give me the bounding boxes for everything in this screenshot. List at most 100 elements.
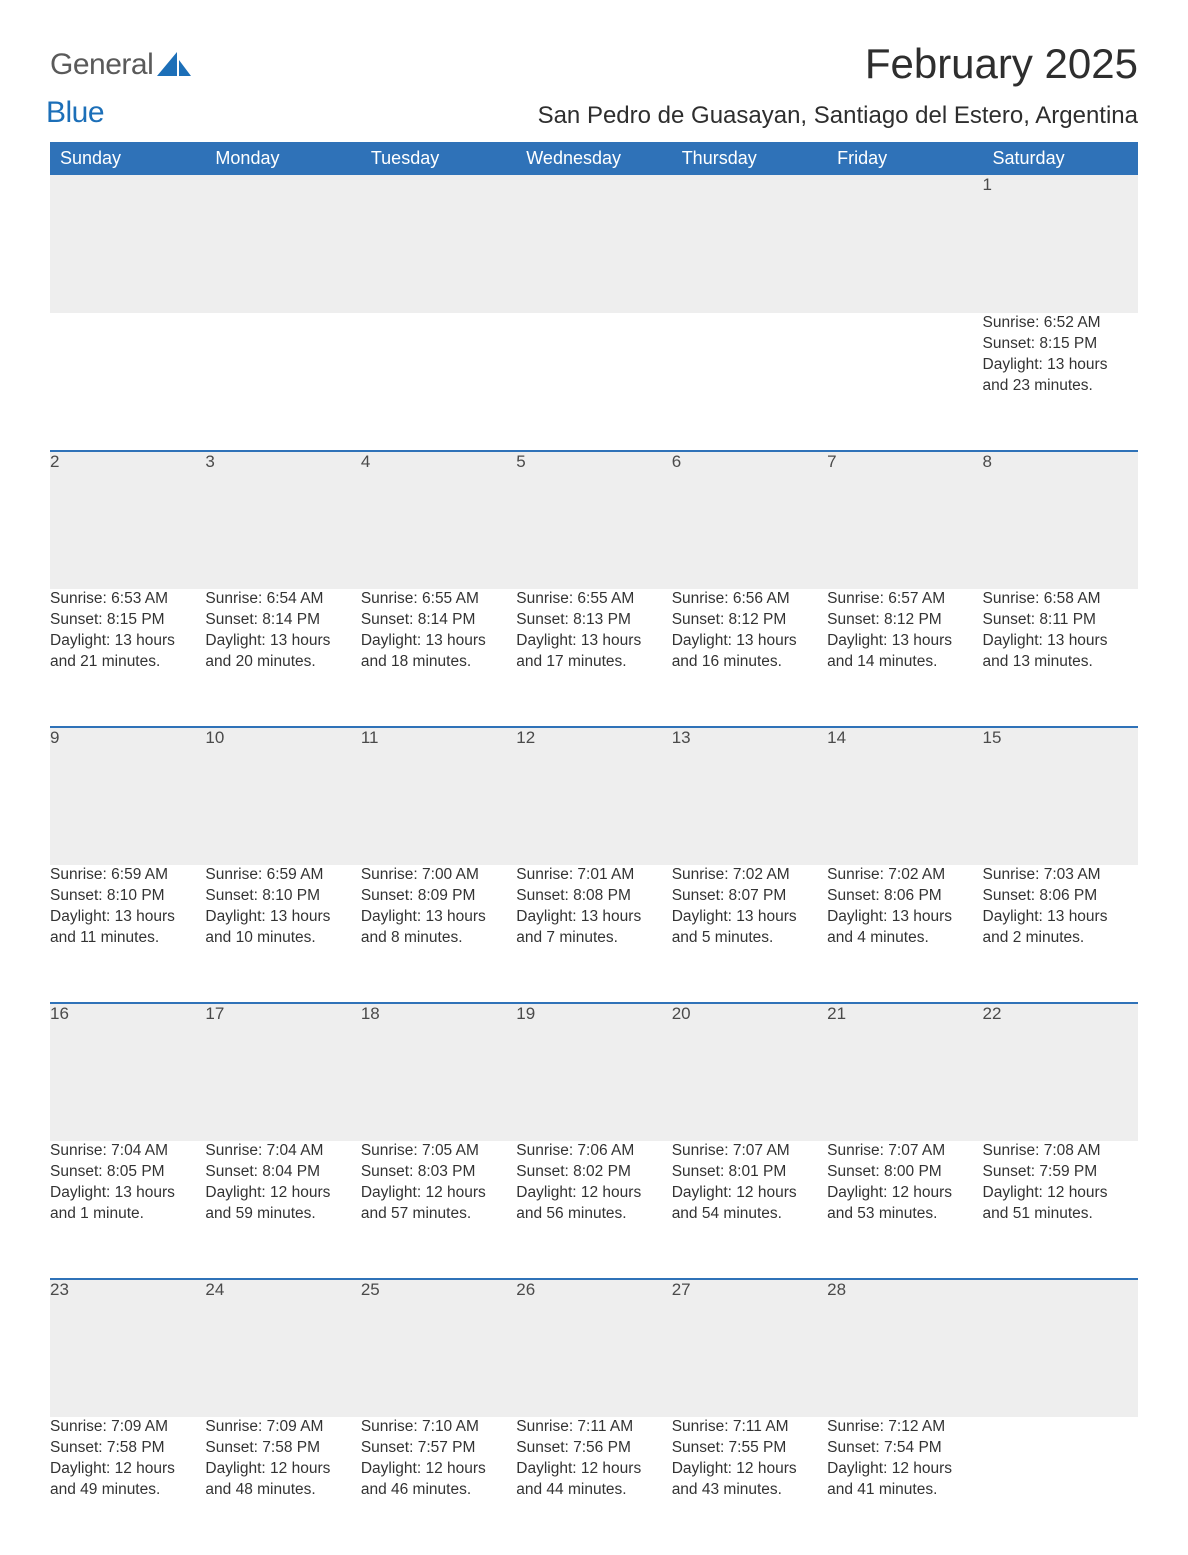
logo-text-general: General: [50, 48, 153, 81]
day-number-cell: 18: [361, 1003, 516, 1141]
day-daylight2: and 14 minutes.: [827, 652, 982, 673]
daycontent-row: Sunrise: 6:53 AMSunset: 8:15 PMDaylight:…: [50, 589, 1138, 727]
day-content-cell: Sunrise: 7:12 AMSunset: 7:54 PMDaylight:…: [827, 1417, 982, 1555]
day-daylight1: Daylight: 13 hours: [361, 907, 516, 928]
col-monday: Monday: [205, 142, 360, 175]
day-content-cell: Sunrise: 7:01 AMSunset: 8:08 PMDaylight:…: [516, 865, 671, 1003]
day-sunset: Sunset: 8:10 PM: [205, 886, 360, 907]
day-sunset: Sunset: 8:02 PM: [516, 1162, 671, 1183]
day-number-cell: 28: [827, 1279, 982, 1417]
day-daylight1: Daylight: 13 hours: [205, 631, 360, 652]
day-content-cell: [672, 313, 827, 451]
day-number-cell: [516, 175, 671, 313]
day-sunrise: Sunrise: 7:06 AM: [516, 1141, 671, 1162]
day-content-cell: Sunrise: 6:58 AMSunset: 8:11 PMDaylight:…: [983, 589, 1138, 727]
day-sunset: Sunset: 7:57 PM: [361, 1438, 516, 1459]
day-sunset: Sunset: 8:08 PM: [516, 886, 671, 907]
day-sunset: Sunset: 8:04 PM: [205, 1162, 360, 1183]
day-daylight1: Daylight: 13 hours: [516, 907, 671, 928]
day-content-cell: [205, 313, 360, 451]
day-content-cell: Sunrise: 7:07 AMSunset: 8:01 PMDaylight:…: [672, 1141, 827, 1279]
day-daylight1: Daylight: 13 hours: [827, 907, 982, 928]
day-number-cell: 10: [205, 727, 360, 865]
day-daylight2: and 18 minutes.: [361, 652, 516, 673]
day-content-cell: Sunrise: 7:04 AMSunset: 8:04 PMDaylight:…: [205, 1141, 360, 1279]
day-sunrise: Sunrise: 6:57 AM: [827, 589, 982, 610]
day-sunrise: Sunrise: 7:11 AM: [672, 1417, 827, 1438]
day-daylight1: Daylight: 13 hours: [827, 631, 982, 652]
day-daylight2: and 5 minutes.: [672, 928, 827, 949]
day-daylight1: Daylight: 12 hours: [205, 1183, 360, 1204]
day-number-cell: 9: [50, 727, 205, 865]
day-number-cell: [361, 175, 516, 313]
day-daylight1: Daylight: 13 hours: [516, 631, 671, 652]
day-sunset: Sunset: 8:01 PM: [672, 1162, 827, 1183]
day-number-cell: 13: [672, 727, 827, 865]
day-daylight2: and 43 minutes.: [672, 1480, 827, 1501]
day-content-cell: Sunrise: 7:00 AMSunset: 8:09 PMDaylight:…: [361, 865, 516, 1003]
daynum-row: 232425262728: [50, 1279, 1138, 1417]
day-daylight2: and 7 minutes.: [516, 928, 671, 949]
daynum-row: 1: [50, 175, 1138, 313]
day-content-cell: [983, 1417, 1138, 1555]
day-daylight2: and 17 minutes.: [516, 652, 671, 673]
day-sunrise: Sunrise: 6:54 AM: [205, 589, 360, 610]
day-content-cell: Sunrise: 6:59 AMSunset: 8:10 PMDaylight:…: [50, 865, 205, 1003]
day-sunset: Sunset: 8:03 PM: [361, 1162, 516, 1183]
day-content-cell: Sunrise: 6:57 AMSunset: 8:12 PMDaylight:…: [827, 589, 982, 727]
day-number-cell: 27: [672, 1279, 827, 1417]
day-daylight2: and 20 minutes.: [205, 652, 360, 673]
calendar-table: Sunday Monday Tuesday Wednesday Thursday…: [50, 142, 1138, 1555]
day-daylight1: Daylight: 12 hours: [827, 1183, 982, 1204]
day-daylight2: and 44 minutes.: [516, 1480, 671, 1501]
day-sunrise: Sunrise: 7:04 AM: [50, 1141, 205, 1162]
day-sunrise: Sunrise: 7:01 AM: [516, 865, 671, 886]
day-content-cell: Sunrise: 7:06 AMSunset: 8:02 PMDaylight:…: [516, 1141, 671, 1279]
day-daylight2: and 23 minutes.: [983, 376, 1138, 397]
day-sunrise: Sunrise: 6:55 AM: [361, 589, 516, 610]
day-sunset: Sunset: 8:12 PM: [827, 610, 982, 631]
day-daylight2: and 8 minutes.: [361, 928, 516, 949]
day-daylight2: and 54 minutes.: [672, 1204, 827, 1225]
day-content-cell: Sunrise: 7:08 AMSunset: 7:59 PMDaylight:…: [983, 1141, 1138, 1279]
day-content-cell: Sunrise: 7:07 AMSunset: 8:00 PMDaylight:…: [827, 1141, 982, 1279]
day-sunset: Sunset: 7:59 PM: [983, 1162, 1138, 1183]
logo-sail-icon: [157, 52, 191, 80]
day-content-cell: Sunrise: 6:54 AMSunset: 8:14 PMDaylight:…: [205, 589, 360, 727]
col-friday: Friday: [827, 142, 982, 175]
day-number-cell: 11: [361, 727, 516, 865]
day-sunrise: Sunrise: 7:10 AM: [361, 1417, 516, 1438]
day-daylight2: and 10 minutes.: [205, 928, 360, 949]
day-daylight1: Daylight: 13 hours: [672, 907, 827, 928]
day-sunrise: Sunrise: 7:07 AM: [827, 1141, 982, 1162]
day-daylight2: and 11 minutes.: [50, 928, 205, 949]
day-sunrise: Sunrise: 7:11 AM: [516, 1417, 671, 1438]
daynum-row: 2345678: [50, 451, 1138, 589]
daynum-row: 9101112131415: [50, 727, 1138, 865]
day-number-cell: [827, 175, 982, 313]
day-sunrise: Sunrise: 6:59 AM: [205, 865, 360, 886]
day-content-cell: Sunrise: 6:52 AMSunset: 8:15 PMDaylight:…: [983, 313, 1138, 451]
day-daylight2: and 1 minute.: [50, 1204, 205, 1225]
day-sunrise: Sunrise: 6:52 AM: [983, 313, 1138, 334]
day-content-cell: [50, 313, 205, 451]
day-number-cell: 15: [983, 727, 1138, 865]
day-sunrise: Sunrise: 6:58 AM: [983, 589, 1138, 610]
day-daylight2: and 57 minutes.: [361, 1204, 516, 1225]
day-daylight2: and 21 minutes.: [50, 652, 205, 673]
day-content-cell: Sunrise: 7:03 AMSunset: 8:06 PMDaylight:…: [983, 865, 1138, 1003]
day-sunset: Sunset: 8:07 PM: [672, 886, 827, 907]
day-sunset: Sunset: 8:13 PM: [516, 610, 671, 631]
day-sunset: Sunset: 8:12 PM: [672, 610, 827, 631]
day-daylight1: Daylight: 13 hours: [50, 1183, 205, 1204]
daycontent-row: Sunrise: 6:59 AMSunset: 8:10 PMDaylight:…: [50, 865, 1138, 1003]
day-number-cell: 24: [205, 1279, 360, 1417]
day-sunset: Sunset: 8:14 PM: [361, 610, 516, 631]
day-sunset: Sunset: 7:55 PM: [672, 1438, 827, 1459]
weekday-header-row: Sunday Monday Tuesday Wednesday Thursday…: [50, 142, 1138, 175]
day-content-cell: [516, 313, 671, 451]
day-daylight1: Daylight: 13 hours: [672, 631, 827, 652]
day-number-cell: 25: [361, 1279, 516, 1417]
col-wednesday: Wednesday: [516, 142, 671, 175]
day-daylight1: Daylight: 13 hours: [983, 631, 1138, 652]
